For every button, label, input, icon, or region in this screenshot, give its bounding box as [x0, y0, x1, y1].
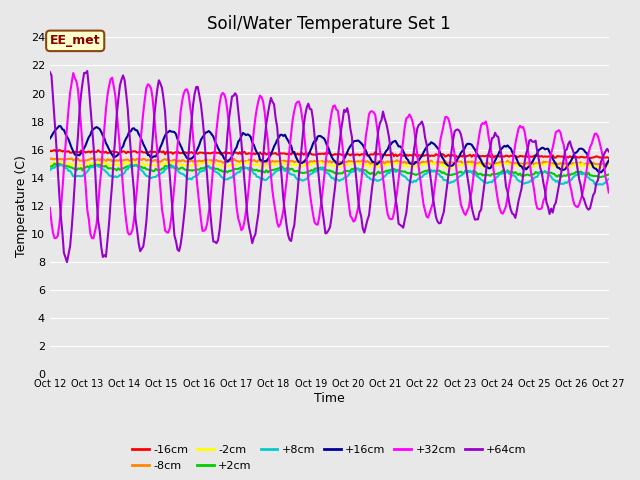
+32cm	[244, 196, 252, 202]
-8cm	[233, 158, 241, 164]
+32cm	[294, 99, 301, 105]
Line: +2cm: +2cm	[50, 164, 609, 177]
+64cm	[83, 68, 91, 74]
Line: +32cm: +32cm	[50, 73, 609, 238]
-16cm	[242, 151, 250, 157]
Line: -16cm: -16cm	[50, 150, 609, 158]
-2cm	[233, 161, 241, 167]
+2cm	[242, 165, 250, 171]
+64cm	[118, 77, 125, 83]
-8cm	[88, 156, 96, 161]
-16cm	[605, 155, 612, 161]
-2cm	[292, 163, 300, 168]
+2cm	[575, 169, 583, 175]
Text: EE_met: EE_met	[50, 35, 100, 48]
-2cm	[214, 162, 222, 168]
Line: +16cm: +16cm	[50, 126, 609, 172]
+2cm	[51, 161, 58, 167]
-8cm	[116, 157, 124, 163]
-16cm	[575, 155, 583, 160]
+2cm	[596, 174, 604, 180]
-16cm	[214, 150, 222, 156]
+32cm	[69, 70, 77, 76]
-16cm	[292, 152, 300, 157]
-8cm	[46, 156, 54, 162]
+16cm	[214, 145, 222, 151]
-16cm	[116, 150, 124, 156]
Line: +64cm: +64cm	[50, 71, 609, 262]
+64cm	[216, 227, 223, 233]
+16cm	[242, 132, 250, 138]
-2cm	[446, 166, 454, 171]
+64cm	[234, 107, 242, 113]
+64cm	[605, 149, 612, 155]
-8cm	[525, 162, 533, 168]
-2cm	[577, 164, 584, 169]
-16cm	[233, 150, 241, 156]
+2cm	[233, 166, 241, 172]
+16cm	[56, 123, 63, 129]
+16cm	[46, 136, 54, 142]
-8cm	[605, 161, 612, 167]
-8cm	[214, 158, 222, 164]
+64cm	[294, 191, 301, 197]
Legend: -16cm, -8cm, -2cm, +2cm, +8cm, +16cm, +32cm, +64cm: -16cm, -8cm, -2cm, +2cm, +8cm, +16cm, +3…	[127, 441, 531, 475]
+32cm	[605, 190, 612, 195]
+64cm	[63, 259, 71, 265]
+2cm	[605, 171, 612, 177]
+8cm	[116, 172, 124, 178]
Y-axis label: Temperature (C): Temperature (C)	[15, 155, 28, 257]
-16cm	[586, 156, 594, 161]
+2cm	[292, 168, 300, 174]
-2cm	[115, 161, 122, 167]
+8cm	[594, 181, 602, 187]
-2cm	[46, 161, 54, 167]
+32cm	[118, 164, 125, 170]
+64cm	[244, 215, 252, 220]
+16cm	[605, 157, 612, 163]
+8cm	[605, 176, 612, 182]
+16cm	[233, 144, 241, 150]
-2cm	[205, 158, 212, 164]
-16cm	[56, 147, 63, 153]
Line: -2cm: -2cm	[50, 161, 609, 168]
+16cm	[116, 150, 124, 156]
+32cm	[577, 196, 584, 202]
-2cm	[605, 162, 612, 168]
+8cm	[93, 162, 100, 168]
Line: +8cm: +8cm	[50, 165, 609, 184]
-8cm	[577, 159, 584, 165]
+8cm	[233, 170, 241, 176]
+8cm	[292, 175, 300, 180]
+32cm	[216, 101, 223, 107]
+8cm	[214, 170, 222, 176]
+16cm	[575, 146, 583, 152]
+16cm	[597, 169, 605, 175]
+2cm	[116, 167, 124, 173]
+32cm	[234, 216, 242, 221]
+8cm	[242, 165, 250, 171]
Line: -8cm: -8cm	[50, 158, 609, 165]
+64cm	[46, 69, 54, 75]
+64cm	[577, 182, 584, 188]
-8cm	[292, 159, 300, 165]
-8cm	[242, 158, 250, 164]
+32cm	[90, 235, 97, 241]
-2cm	[242, 160, 250, 166]
+2cm	[46, 164, 54, 169]
Title: Soil/Water Temperature Set 1: Soil/Water Temperature Set 1	[207, 15, 451, 33]
+32cm	[46, 205, 54, 211]
+2cm	[214, 166, 222, 172]
+16cm	[292, 154, 300, 160]
+8cm	[46, 168, 54, 173]
X-axis label: Time: Time	[314, 392, 345, 405]
-16cm	[46, 148, 54, 154]
+8cm	[575, 171, 583, 177]
